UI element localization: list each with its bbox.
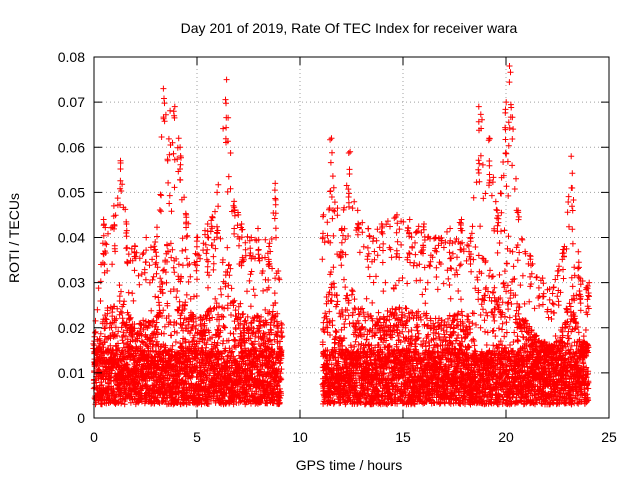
y-tick-label: 0.06 (58, 139, 85, 155)
chart-title: Day 201 of 2019, Rate Of TEC Index for r… (181, 20, 518, 36)
y-axis-label: ROTI / TECUs (6, 193, 22, 283)
y-tick-label: 0.04 (58, 230, 85, 246)
y-tick-label: 0.08 (58, 49, 85, 65)
x-tick-label: 10 (292, 429, 308, 445)
x-tick-label: 25 (601, 429, 617, 445)
x-tick-label: 0 (90, 429, 98, 445)
tick-marks (93, 56, 610, 419)
y-tick-label: 0.07 (58, 94, 85, 110)
tick-labels: 0 0.01 0.02 0.03 0.04 0.05 0.06 0.07 0.08 0 5 10 15 2… (58, 49, 617, 445)
y-tick-label: 0 (77, 410, 85, 426)
x-tick-label: 15 (395, 429, 411, 445)
y-tick-label: 0.02 (58, 320, 85, 336)
x-tick-label: 5 (193, 429, 201, 445)
y-tick-label: 0.01 (58, 365, 85, 381)
roti-markers (90, 63, 593, 408)
y-tick-label: 0.03 (58, 275, 85, 291)
data-points (90, 63, 593, 408)
x-tick-label: 20 (498, 429, 514, 445)
y-tick-label: 0.05 (58, 184, 85, 200)
x-axis-label: GPS time / hours (296, 457, 403, 473)
